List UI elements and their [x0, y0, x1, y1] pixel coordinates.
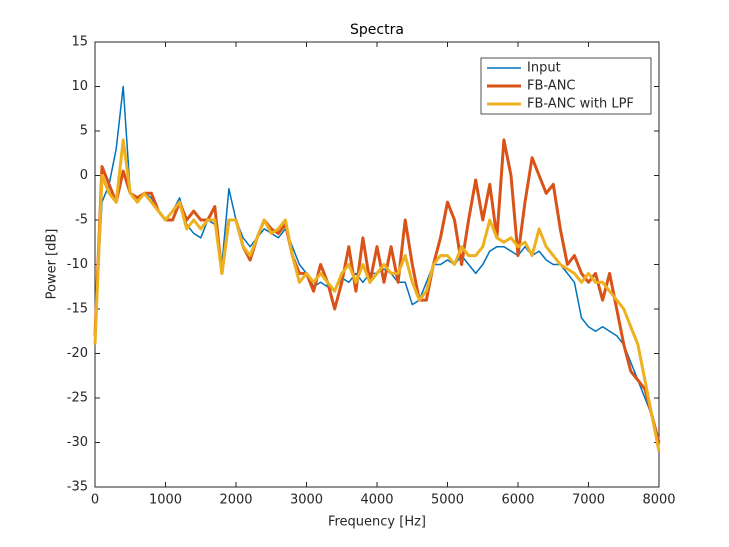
legend: Input FB-ANC FB-ANC with LPF: [480, 57, 652, 115]
chart-title: Spectra: [350, 22, 404, 38]
y-tick-label: -5: [75, 213, 88, 228]
y-tick-label: 5: [80, 124, 88, 139]
plot-area: [94, 41, 660, 488]
y-tick-label: 10: [71, 79, 88, 94]
legend-label: FB-ANC: [527, 79, 576, 94]
y-tick-label: -35: [67, 480, 88, 495]
y-tick-label: -15: [67, 302, 88, 317]
y-tick-label: -30: [67, 435, 88, 450]
y-tick-label: -20: [67, 346, 88, 361]
x-axis-label: Frequency [Hz]: [328, 515, 426, 530]
y-tick-label: -10: [67, 257, 88, 272]
x-tick-label: 3000: [290, 493, 323, 508]
x-tick-label: 6000: [501, 493, 534, 508]
legend-label: FB-ANC with LPF: [527, 97, 634, 112]
x-tick-label: 5000: [431, 493, 464, 508]
legend-label: Input: [527, 61, 561, 76]
y-tick-label: -25: [67, 391, 88, 406]
x-tick-label: 8000: [642, 493, 675, 508]
x-tick-label: 7000: [572, 493, 605, 508]
y-tick-label: 0: [80, 168, 88, 183]
x-tick-label: 4000: [360, 493, 393, 508]
series-line: [93, 138, 661, 443]
x-tick-label: 2000: [219, 493, 252, 508]
x-tick-label: 1000: [149, 493, 182, 508]
x-tick-label: 0: [91, 493, 99, 508]
series-line: [93, 138, 661, 452]
y-tick-label: 15: [71, 35, 88, 50]
y-axis-label: Power [dB]: [45, 229, 60, 300]
